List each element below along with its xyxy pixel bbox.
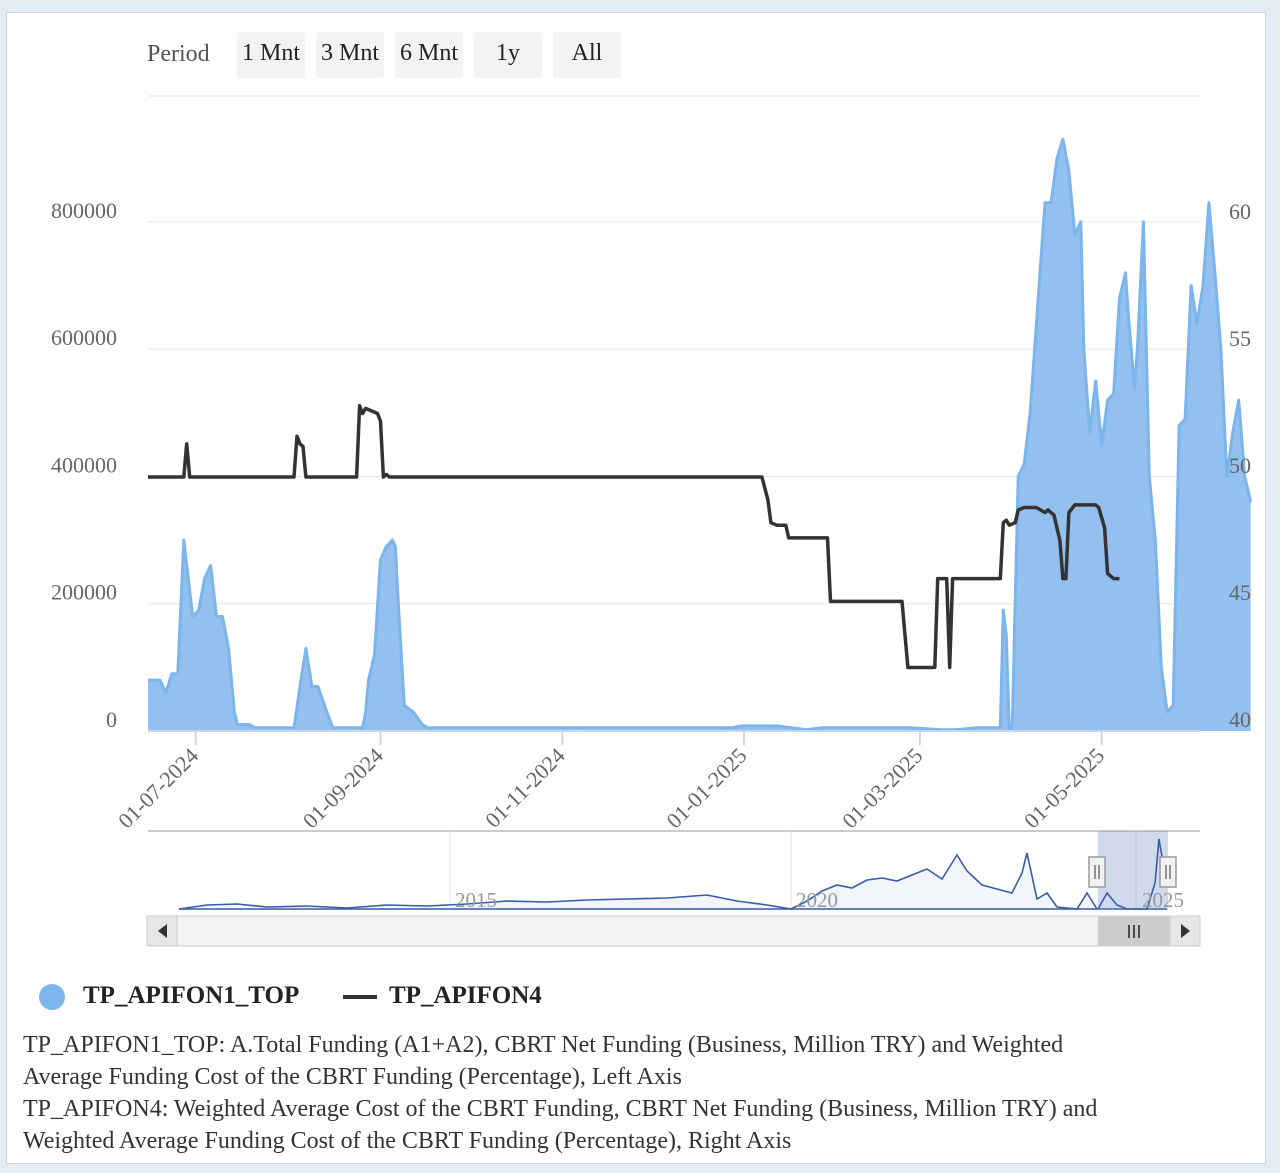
x-axis-tick-label: 01-09-2024 <box>298 743 388 833</box>
navigator-year-label: 2025 <box>1142 888 1184 912</box>
range-selector-label: Period <box>147 41 210 67</box>
navigator-series-area <box>179 853 1097 910</box>
series-line-layer <box>148 404 1120 670</box>
left-axis-tick-label: 400000 <box>51 452 117 477</box>
chart-svg: 0 200000 400000 600000 800000 40 45 50 55 60 01-07… <box>51 95 1253 947</box>
navigator-year-label: 2015 <box>455 888 497 912</box>
navigator-handle-icon <box>1159 856 1177 888</box>
scrollbar-thumb <box>1098 916 1170 946</box>
x-axis-tick-label: 01-11-2024 <box>480 743 570 833</box>
navigator-handle-icon <box>1088 856 1106 888</box>
legend-line-icon <box>343 995 377 999</box>
left-axis-tick-label: 800000 <box>51 198 117 223</box>
series-area-apifon1-top <box>148 139 1251 731</box>
series-line-apifon4 <box>148 404 1120 670</box>
range-button-1-month[interactable]: 1 Mnt <box>237 32 305 78</box>
right-axis-tick-label: 50 <box>1229 453 1251 478</box>
series-area-outline-apifon1-top <box>148 137 1253 733</box>
scrollbar-grip-label: III <box>1126 922 1141 942</box>
description-line-2: TP_APIFON4: Weighted Average Cost of the… <box>23 1096 1098 1154</box>
legend-circle-icon <box>39 984 65 1010</box>
x-axis-tick-label: 01-07-2024 <box>113 743 203 833</box>
range-button-all[interactable]: All <box>553 32 621 78</box>
scrollbar-track <box>146 915 1201 947</box>
chart-container: Period 1 Mnt 3 Mnt 6 Mnt 1y All 0 200000 4… <box>6 12 1266 1164</box>
x-axis-tick-label: 01-03-2025 <box>837 743 927 833</box>
right-axis-tick-label: 45 <box>1229 580 1251 605</box>
range-button-3-months[interactable]: 3 Mnt <box>316 32 384 78</box>
x-axis-tick-label: 01-05-2025 <box>1019 743 1109 833</box>
series-area-layer <box>148 137 1253 733</box>
left-axis-tick-label: 200000 <box>51 580 117 605</box>
left-axis-tick-label: 600000 <box>51 325 117 350</box>
right-axis-tick-label: 55 <box>1229 326 1251 351</box>
x-axis-tick-label: 01-01-2025 <box>661 743 751 833</box>
left-axis-tick-label: 0 <box>106 707 117 732</box>
scroll-left-arrow-icon <box>158 924 167 938</box>
range-button-6-months[interactable]: 6 Mnt <box>395 32 463 78</box>
navigator-series-line <box>178 852 1098 910</box>
series-description: TP_APIFON1_TOP: A.Total Funding (A1+A2),… <box>23 1029 1103 1157</box>
legend-label: TP_APIFON1_TOP <box>83 982 300 1009</box>
range-button-1-year[interactable]: 1y <box>474 32 542 78</box>
right-axis-tick-label: 60 <box>1229 199 1251 224</box>
navigator-selected-series <box>1097 838 1168 910</box>
navigator-year-label: 2020 <box>796 888 838 912</box>
description-line-1: TP_APIFON1_TOP: A.Total Funding (A1+A2),… <box>23 1032 1064 1090</box>
scroll-right-arrow-icon <box>1181 924 1190 938</box>
legend-label: TP_APIFON4 <box>389 982 542 1009</box>
right-axis-tick-label: 40 <box>1229 707 1251 732</box>
